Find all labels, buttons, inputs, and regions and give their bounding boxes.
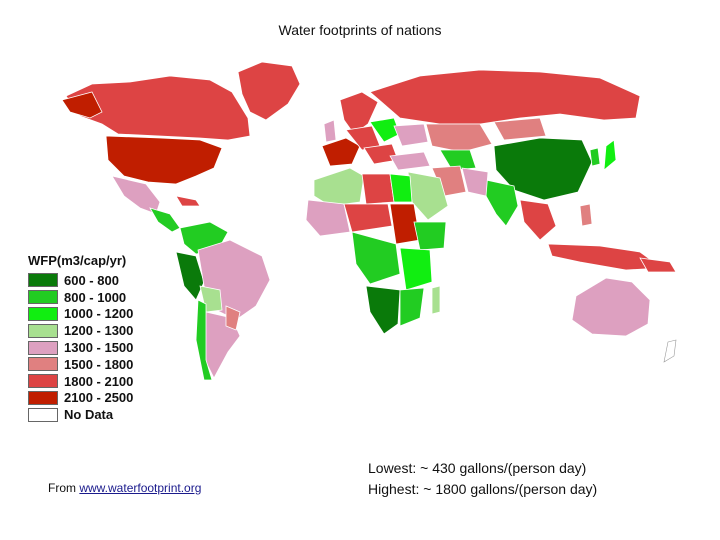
source-credit: From www.waterfootprint.org xyxy=(48,481,201,495)
region-india xyxy=(485,179,519,227)
region-central-asia xyxy=(439,149,477,171)
legend-swatch xyxy=(28,323,58,338)
legend-item: No Data xyxy=(28,406,140,423)
legend-item: 1800 - 2100 xyxy=(28,373,140,390)
region-southern-africa-east xyxy=(399,287,425,327)
region-new-zealand xyxy=(663,339,677,363)
region-usa xyxy=(105,135,223,185)
legend-label: 600 - 800 xyxy=(64,272,119,288)
region-scandinavia xyxy=(339,91,379,135)
region-central-africa xyxy=(351,231,401,285)
legend-item: 1000 - 1200 xyxy=(28,306,140,323)
legend-label: 1000 - 1200 xyxy=(64,306,134,322)
legend-title: WFP(m3/cap/yr) xyxy=(28,253,127,268)
stat-lowest: Lowest: ~ 430 gallons/(person day) xyxy=(368,460,587,476)
region-chile xyxy=(195,299,213,381)
legend-swatch xyxy=(28,306,58,321)
source-prefix: From xyxy=(48,481,80,495)
legend-label: No Data xyxy=(64,407,114,423)
region-western-europe xyxy=(321,137,361,167)
stat-highest: Highest: ~ 1800 gallons/(person day) xyxy=(368,481,598,497)
legend-label: 2100 - 2500 xyxy=(64,390,134,406)
region-indonesia xyxy=(547,243,664,271)
region-turkey xyxy=(389,151,431,171)
region-madagascar xyxy=(431,285,441,315)
region-se-asia xyxy=(519,199,557,241)
legend-swatch xyxy=(28,390,58,405)
legend-swatch xyxy=(28,407,58,422)
legend-label: 1800 - 2100 xyxy=(64,373,134,389)
legend-swatch xyxy=(28,374,58,389)
region-philippines xyxy=(579,203,593,227)
region-egypt xyxy=(389,173,413,203)
region-peru xyxy=(175,251,205,301)
legend-label: 800 - 1000 xyxy=(64,289,127,305)
region-libya xyxy=(361,173,395,205)
legend-item: 2100 - 2500 xyxy=(28,390,140,407)
region-central-america xyxy=(149,207,181,233)
region-paraguay-uruguay xyxy=(225,305,241,331)
region-southern-africa-west xyxy=(365,285,401,335)
legend-swatch xyxy=(28,357,58,372)
region-canada xyxy=(65,75,251,141)
region-australia xyxy=(571,277,651,337)
map-title: Water footprints of nations xyxy=(278,22,442,38)
region-alaska xyxy=(61,91,103,119)
legend-item: 1200 - 1300 xyxy=(28,322,140,339)
region-uk xyxy=(323,119,337,143)
legend-item: 1500 - 1800 xyxy=(28,356,140,373)
region-korea xyxy=(589,147,601,167)
legend-label: 1300 - 1500 xyxy=(64,340,134,356)
legend-swatch xyxy=(28,273,58,288)
legend-label: 1200 - 1300 xyxy=(64,323,134,339)
region-north-africa-west xyxy=(313,167,365,207)
legend-item: 600 - 800 xyxy=(28,272,140,289)
region-caribbean xyxy=(175,195,201,207)
region-papua xyxy=(639,257,677,273)
legend-swatch xyxy=(28,290,58,305)
legend-item: 1300 - 1500 xyxy=(28,339,140,356)
region-west-africa xyxy=(305,199,351,237)
region-japan xyxy=(603,139,617,171)
region-russia xyxy=(369,69,641,125)
region-greenland xyxy=(237,61,301,121)
source-link[interactable]: www.waterfootprint.org xyxy=(79,481,202,495)
region-east-africa xyxy=(399,247,433,291)
legend-label: 1500 - 1800 xyxy=(64,356,134,372)
region-kazakhstan xyxy=(425,123,493,153)
region-sahel xyxy=(343,203,393,233)
region-pakistan xyxy=(461,167,489,197)
region-china xyxy=(493,137,593,201)
region-ethiopia xyxy=(413,221,447,251)
region-ukraine xyxy=(393,123,429,147)
stats-block: Lowest: ~ 430 gallons/(person day) Highe… xyxy=(368,458,597,500)
legend-swatch xyxy=(28,340,58,355)
region-mongolia xyxy=(493,117,547,141)
legend-item: 800 - 1000 xyxy=(28,289,140,306)
map-legend: WFP(m3/cap/yr) 600 - 800 800 - 1000 1000… xyxy=(28,253,140,423)
